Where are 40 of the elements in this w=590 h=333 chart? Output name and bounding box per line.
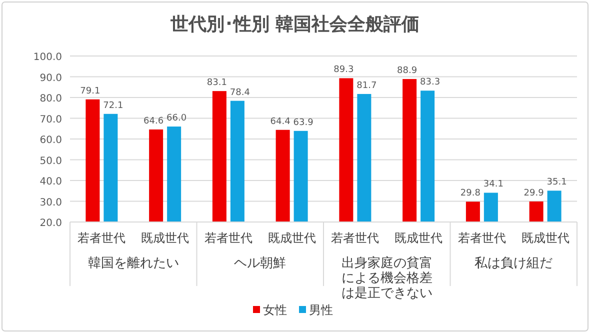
- data-label: 29.8: [460, 188, 480, 199]
- legend-label: 女性: [263, 303, 287, 317]
- xtick: 若者世代: [458, 231, 506, 245]
- ytick: 60.0: [40, 135, 62, 146]
- ytick: 100.0: [33, 52, 62, 63]
- data-label: 79.1: [80, 86, 100, 96]
- data-label: 78.4: [230, 88, 250, 98]
- ytick: 90.0: [40, 72, 62, 84]
- data-label: 29.9: [524, 188, 544, 198]
- xtick: 若者世代: [78, 231, 126, 245]
- data-label: 64.4: [270, 116, 290, 127]
- xtick: 既成世代: [394, 231, 443, 245]
- group-label: ヘル朝鮮: [234, 256, 286, 271]
- data-label: 88.9: [397, 66, 418, 76]
- legend-label: 男性: [309, 303, 333, 317]
- xtick: 若者世代: [204, 231, 252, 245]
- ytick: 40.0: [40, 176, 62, 188]
- xtick: 既成世代: [141, 231, 190, 245]
- xtick: 既成世代: [521, 231, 570, 245]
- ytick: 50.0: [40, 156, 62, 167]
- data-label: 35.1: [546, 178, 567, 188]
- group-label: 韓国を離れたい: [88, 256, 179, 271]
- title: 世代別･性別 韓国社会全般評価: [170, 14, 420, 35]
- ytick: 80.0: [40, 94, 62, 104]
- data-label: 81.7: [356, 80, 377, 91]
- data-label: 83.1: [206, 78, 227, 88]
- xtick: 既成世代: [268, 231, 316, 245]
- data-label: 72.1: [103, 100, 124, 111]
- group-label: 私は負け組だ: [474, 256, 553, 271]
- data-label: 64.6: [144, 116, 164, 126]
- data-label: 83.3: [420, 78, 440, 88]
- xtick: 若者世代: [331, 231, 380, 245]
- data-label: 89.3: [334, 65, 354, 76]
- data-label: 34.1: [483, 180, 504, 190]
- ytick: 70.0: [40, 114, 62, 126]
- ytick: 30.0: [40, 197, 62, 208]
- data-label: 63.9: [293, 118, 314, 128]
- ytick: 20.0: [40, 218, 62, 229]
- data-label: 66.0: [166, 114, 187, 124]
- group-label: 出身家庭の貧富による機会格差は是正できない: [341, 256, 432, 301]
